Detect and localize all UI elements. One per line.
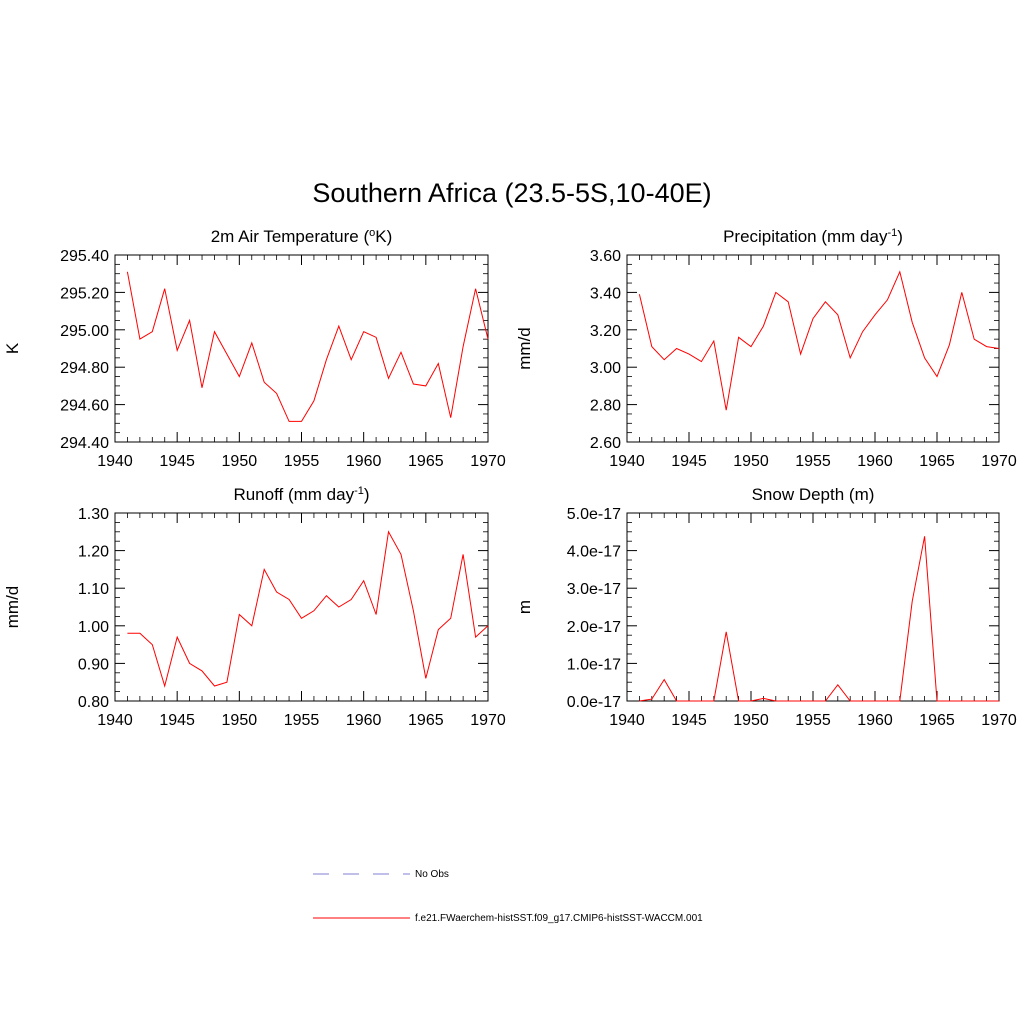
x-tick-label: 1940 <box>97 453 133 470</box>
y-tick-label: 3.40 <box>590 285 621 302</box>
y-tick-label: 295.00 <box>60 323 109 340</box>
x-tick-label: 1950 <box>733 712 769 729</box>
x-tick-label: 1965 <box>408 453 444 470</box>
y-tick-label: 1.30 <box>78 506 109 523</box>
series-line <box>127 530 489 688</box>
y-axis-label: K <box>3 342 22 354</box>
x-tick-label: 1955 <box>284 712 320 729</box>
y-tick-label: 294.60 <box>60 398 109 415</box>
x-tick-label: 1940 <box>97 712 133 729</box>
y-tick-label: 294.80 <box>60 360 109 377</box>
legend-label-no-obs: No Obs <box>415 869 449 880</box>
plot-frame <box>114 512 489 702</box>
x-tick-label: 1960 <box>857 712 893 729</box>
x-tick-label: 1960 <box>857 453 893 470</box>
y-tick-label: 3.20 <box>590 323 621 340</box>
y-tick-label: 2.60 <box>590 435 621 452</box>
y-tick-label: 1.0e-17 <box>567 656 621 673</box>
x-tick-label: 1945 <box>159 453 195 470</box>
x-tick-label: 1955 <box>284 453 320 470</box>
series-line <box>638 270 1000 411</box>
x-tick-label: 1970 <box>981 712 1017 729</box>
x-tick-label: 1965 <box>919 712 955 729</box>
x-tick-label: 1965 <box>919 453 955 470</box>
plot-frame <box>626 254 1000 443</box>
y-tick-label: 0.90 <box>78 656 109 673</box>
panel-title: 2m Air Temperature (oK) <box>211 227 393 246</box>
x-tick-label: 1950 <box>222 453 258 470</box>
legend-label-model: f.e21.FWaerchem-histSST.f09_g17.CMIP6-hi… <box>415 913 703 924</box>
x-tick-label: 1960 <box>346 453 382 470</box>
y-tick-label: 294.40 <box>60 435 109 452</box>
x-tick-label: 1955 <box>795 453 831 470</box>
figure-title: Southern Africa (23.5-5S,10-40E) <box>312 178 711 208</box>
y-tick-label: 295.40 <box>60 248 109 265</box>
y-tick-label: 3.60 <box>590 248 621 265</box>
x-tick-label: 1945 <box>159 712 195 729</box>
y-tick-label: 1.00 <box>78 619 109 636</box>
series-line <box>126 271 489 422</box>
y-tick-label: 3.00 <box>590 360 621 377</box>
panel-air-temperature: 2m Air Temperature (oK) K 1940 1945 1950 1955… <box>3 227 506 470</box>
y-tick-label: 3.0e-17 <box>567 581 621 598</box>
y-axis-label: mm/d <box>515 327 534 370</box>
x-tick-label: 1940 <box>609 453 645 470</box>
panel-title: Runoff (mm day-1) <box>233 485 369 504</box>
x-tick-label: 1945 <box>671 453 707 470</box>
x-tick-label: 1970 <box>981 453 1017 470</box>
x-tick-label: 1950 <box>733 453 769 470</box>
x-tick-label: 1940 <box>609 712 645 729</box>
x-tick-label: 1945 <box>671 712 707 729</box>
y-tick-label: 2.80 <box>590 398 621 415</box>
legend: No Obs f.e21.FWaerchem-histSST.f09_g17.C… <box>313 869 703 924</box>
y-tick-label: 0.0e-17 <box>567 694 621 711</box>
y-tick-label: 4.0e-17 <box>567 544 621 561</box>
y-tick-label: 5.0e-17 <box>567 506 621 523</box>
y-tick-label: 1.20 <box>78 544 109 561</box>
x-tick-label: 1950 <box>222 712 258 729</box>
y-tick-label: 295.20 <box>60 285 109 302</box>
x-tick-label: 1970 <box>470 453 506 470</box>
plot-frame <box>114 254 489 443</box>
y-axis-label: m <box>515 600 534 614</box>
plot-frame <box>626 512 1000 702</box>
panel-precipitation: Precipitation (mm day-1) mm/d 1940 1945 1950… <box>515 227 1017 470</box>
x-tick-label: 1955 <box>795 712 831 729</box>
panel-title: Precipitation (mm day-1) <box>723 227 903 246</box>
panel-runoff: Runoff (mm day-1) mm/d 1940 1945 1950 1955 196… <box>3 485 506 729</box>
x-tick-label: 1970 <box>470 712 506 729</box>
x-tick-label: 1965 <box>408 712 444 729</box>
y-axis-label: mm/d <box>3 586 22 629</box>
y-tick-label: 1.10 <box>78 581 109 598</box>
panel-title: Snow Depth (m) <box>752 485 875 504</box>
y-tick-label: 0.80 <box>78 694 109 711</box>
series-line <box>639 536 999 702</box>
y-tick-label: 2.0e-17 <box>567 619 621 636</box>
x-tick-label: 1960 <box>346 712 382 729</box>
panel-snow-depth: Snow Depth (m) m 1940 1945 1950 1955 1960 1965 1… <box>515 485 1017 729</box>
